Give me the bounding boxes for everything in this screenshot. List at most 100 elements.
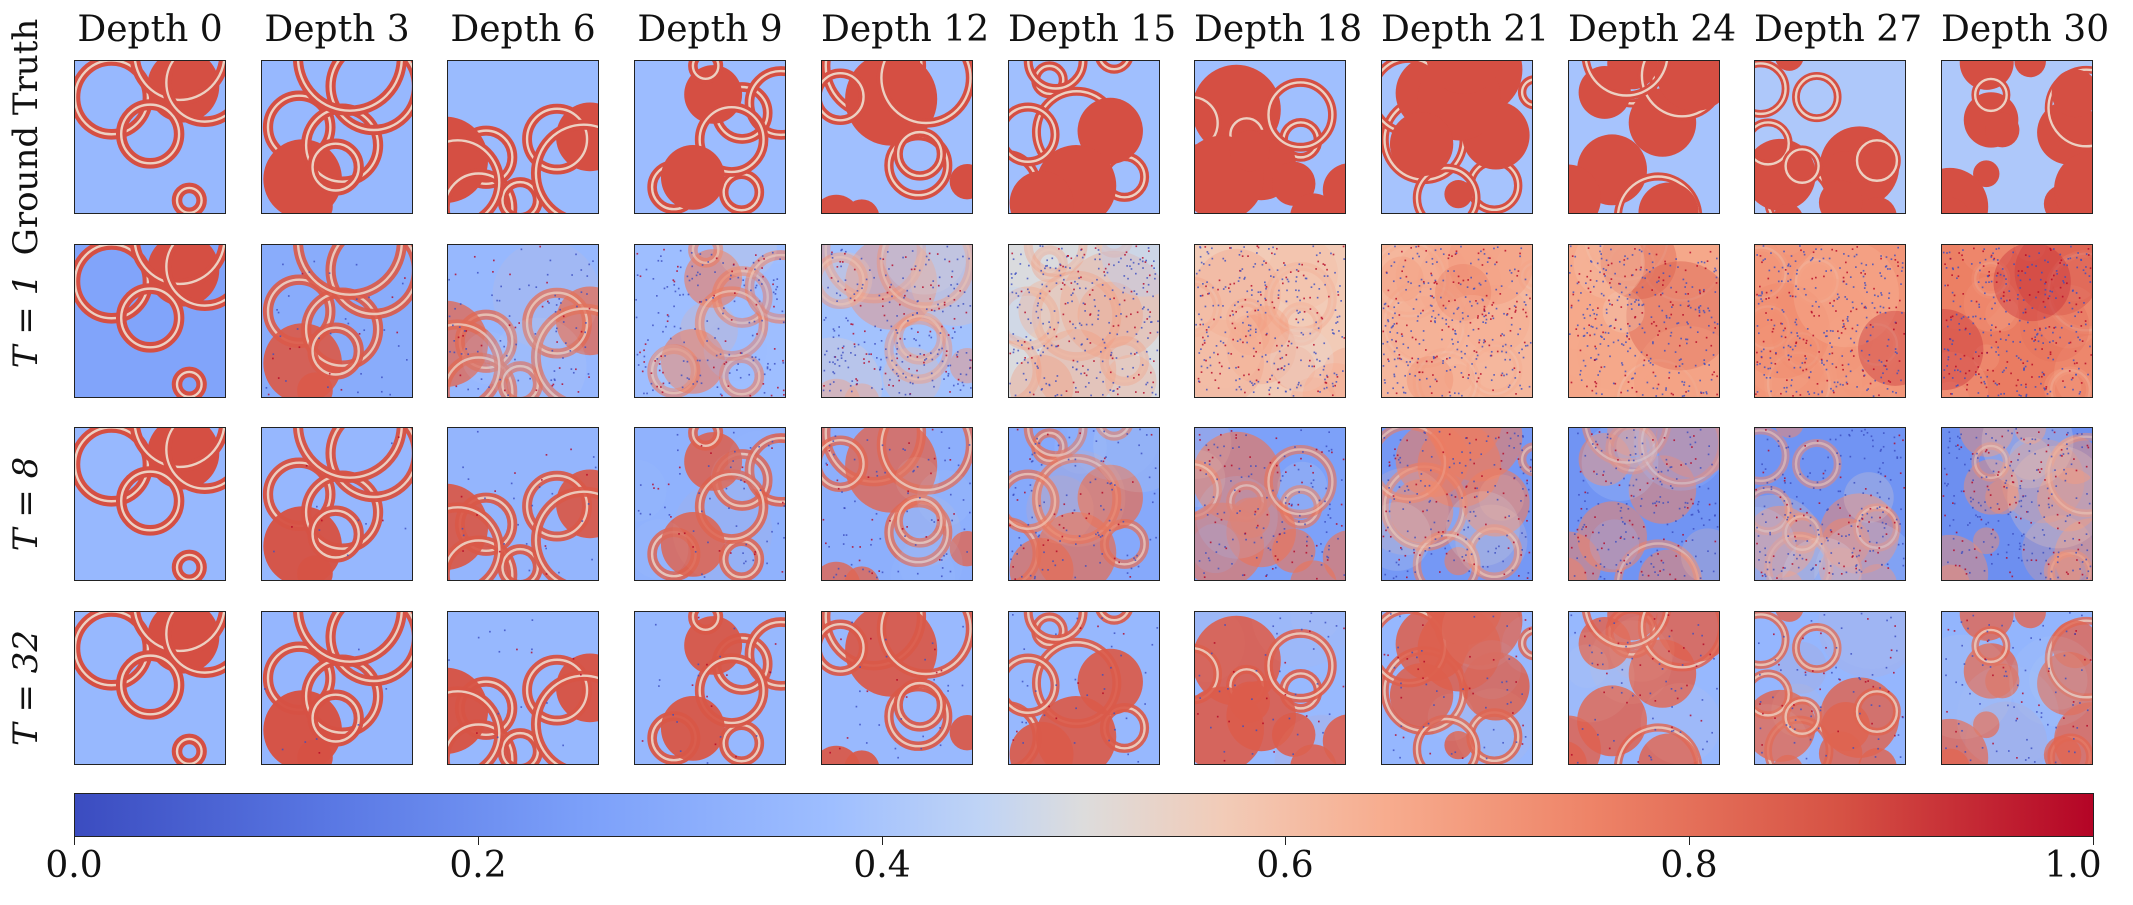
noise-speckle-mark <box>1672 304 1674 306</box>
noise-speckle-mark <box>1984 382 1986 385</box>
noise-speckle-mark <box>1009 352 1012 355</box>
noise-patch-mark <box>1633 428 1719 491</box>
noise-speckle-mark <box>947 334 950 336</box>
noise-speckle-mark <box>1089 342 1092 344</box>
noise-speckle-mark <box>1818 260 1821 263</box>
noise-speckle-mark <box>677 265 679 268</box>
noise-speckle-mark <box>1324 381 1327 384</box>
noise-speckle-mark <box>851 621 853 624</box>
noise-speckle-mark <box>1151 386 1153 389</box>
noise-speckle-mark <box>1767 449 1770 452</box>
noise-speckle-mark <box>1302 274 1305 277</box>
noise-speckle-mark <box>1254 309 1257 312</box>
noise-speckle-mark <box>1076 254 1078 257</box>
noise-speckle-mark <box>2078 522 2081 524</box>
noise-speckle-mark <box>1036 437 1038 440</box>
noise-speckle-mark <box>1869 507 1872 510</box>
noise-speckle-mark <box>1879 496 1881 499</box>
noise-speckle-mark <box>448 278 450 281</box>
noise-speckle-mark <box>1957 384 1959 387</box>
noise-speckle-mark <box>1761 463 1763 466</box>
noise-speckle-mark <box>1102 508 1105 511</box>
noise-speckle-mark <box>1858 569 1861 571</box>
noise-speckle-mark <box>1945 319 1948 322</box>
noise-speckle-mark <box>2079 338 2081 341</box>
noise-speckle-mark <box>959 373 962 375</box>
noise-speckle-mark <box>1398 558 1400 561</box>
noise-speckle-mark <box>1312 471 1314 474</box>
noise-speckle-mark <box>1949 437 1951 440</box>
noise-speckle-mark <box>2080 325 2083 327</box>
noise-speckle-mark <box>2040 334 2043 337</box>
noise-speckle-mark <box>2017 293 2019 296</box>
noise-speckle-mark <box>2031 363 2034 366</box>
noise-speckle-mark <box>880 340 883 342</box>
noise-speckle-mark <box>1986 351 1989 354</box>
noise-speckle-mark <box>1896 274 1899 277</box>
noise-speckle-mark <box>1283 365 1286 367</box>
noise-speckle-mark <box>2005 350 2008 353</box>
noise-speckle-mark <box>2003 291 2005 294</box>
noise-speckle-mark <box>840 357 843 359</box>
noise-speckle-mark <box>2017 557 2020 559</box>
noise-speckle-mark <box>1199 246 1202 249</box>
blob-mark <box>1569 531 1601 580</box>
noise-speckle-mark <box>1603 365 1606 368</box>
noise-speckle-mark <box>1853 255 1856 258</box>
noise-speckle-mark <box>1055 550 1058 553</box>
noise-speckle-mark <box>1851 429 1853 432</box>
noise-speckle-mark <box>1641 286 1644 289</box>
noise-speckle-mark <box>448 315 451 318</box>
noise-speckle-mark <box>1058 523 1061 526</box>
noise-speckle-mark <box>1017 340 1019 342</box>
noise-speckle-mark <box>2055 485 2058 487</box>
noise-speckle-mark <box>2051 429 2054 432</box>
noise-speckle-mark <box>360 372 362 375</box>
noise-speckle-mark <box>1240 476 1243 479</box>
noise-speckle-mark <box>861 287 863 290</box>
noise-speckle-mark <box>1430 274 1433 277</box>
noise-speckle-mark <box>949 364 952 367</box>
noise-speckle-mark <box>1821 523 1824 526</box>
noise-speckle-mark <box>1624 370 1627 373</box>
noise-speckle-mark <box>1406 324 1408 327</box>
noise-speckle-mark <box>2003 369 2005 372</box>
noise-speckle-mark <box>1526 479 1528 482</box>
noise-speckle-mark <box>1715 269 1717 272</box>
noise-speckle-mark <box>705 299 708 301</box>
noise-speckle-mark <box>1450 494 1453 497</box>
noise-speckle-mark <box>1293 464 1296 467</box>
noise-speckle-mark <box>876 576 878 579</box>
noise-speckle-mark <box>285 380 287 382</box>
noise-speckle-mark <box>1870 516 1873 519</box>
noise-speckle-mark <box>753 320 756 323</box>
noise-speckle-mark <box>1694 441 1697 444</box>
noise-speckle-mark <box>949 305 952 307</box>
noise-speckle-mark <box>1955 531 1958 534</box>
ring-halo-mark <box>1382 245 1447 318</box>
noise-speckle-mark <box>2075 551 2077 554</box>
noise-speckle-mark <box>1626 257 1629 260</box>
noise-speckle-mark <box>1767 319 1769 321</box>
noise-speckle-mark <box>707 541 709 544</box>
noise-speckle-mark <box>714 337 716 339</box>
noise-speckle-mark <box>1464 506 1467 508</box>
noise-speckle-mark <box>580 330 583 333</box>
noise-speckle-mark <box>1527 510 1530 513</box>
noise-speckle-mark <box>2037 468 2040 471</box>
noise-speckle-mark <box>1592 309 1594 311</box>
noise-speckle-mark <box>962 384 965 387</box>
ring-mark <box>1764 348 1834 397</box>
noise-speckle-mark <box>1867 530 1869 532</box>
noise-speckle-mark <box>316 505 318 508</box>
noise-speckle-mark <box>1595 347 1597 350</box>
noise-speckle-mark <box>1323 387 1326 390</box>
noise-speckle-mark <box>1126 330 1129 333</box>
noise-speckle-mark <box>1882 462 1884 464</box>
noise-speckle-mark <box>1783 500 1786 502</box>
noise-speckle-mark <box>1245 538 1247 541</box>
noise-speckle-mark <box>1963 490 1965 493</box>
noise-speckle-mark <box>1942 495 1945 497</box>
noise-speckle-mark <box>724 340 727 342</box>
noise-speckle-mark <box>1987 451 1990 454</box>
